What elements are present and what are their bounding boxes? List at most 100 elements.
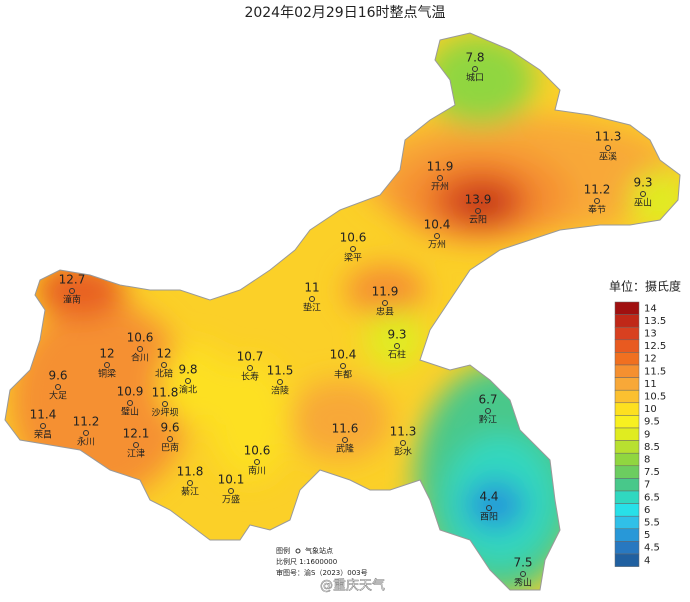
station-value: 11.9 [372,285,399,299]
station-value: 10.1 [218,473,245,487]
legend-label: 13.5 [644,316,666,327]
legend-swatch [614,326,640,341]
legend-label: 12 [644,354,657,365]
station-dot [437,175,443,181]
station-value: 12.1 [123,427,150,441]
station-name: 武隆 [336,443,354,455]
legend-label: 9.5 [644,417,660,428]
station-name: 巴南 [161,442,179,454]
station-value: 9.3 [633,176,652,190]
station-dot [162,401,168,407]
legend-dot [295,548,301,554]
station-name: 秀山 [514,577,532,589]
station-name: 铜梁 [98,368,116,380]
station-dot [486,505,492,511]
legend-label: 11 [644,379,657,390]
station-value: 12.7 [59,273,86,287]
station-dot [394,343,400,349]
station-value: 11.8 [152,386,179,400]
station-dot [40,423,46,429]
station-value: 10.9 [117,385,144,399]
legend-label: 4 [644,555,650,566]
station-dot [605,145,611,151]
station-name: 綦江 [181,486,199,498]
station-name: 丰都 [334,369,352,381]
legend-swatch [614,339,640,353]
station-value: 7.5 [513,556,532,570]
station-value: 13.9 [465,193,492,207]
station-name: 城口 [466,73,484,84]
station-value: 11 [304,281,319,295]
station-name: 巫溪 [599,151,617,163]
legend-label: 13 [644,329,657,340]
station-name: 璧山 [121,406,139,418]
station-dot [475,208,481,214]
notes: 图例 气象站点 比例尺 1:1600000 审图号：渝S（2023）003号 @… [276,546,385,594]
station-value: 9.6 [48,369,67,383]
legend-label: 5.5 [644,518,660,529]
station-value: 7.8 [465,51,484,65]
legend-label: 6 [644,505,650,516]
station-value: 11.6 [332,422,359,436]
station-value: 11.2 [584,183,611,197]
station-name: 涪陵 [271,385,289,397]
station-dot [137,346,143,352]
station-name: 奉节 [588,204,606,216]
legend-swatch [614,478,640,492]
station-name: 长寿 [241,371,259,383]
station-name: 万州 [428,240,446,251]
legend-label: 9 [644,429,650,440]
station-dot [247,365,253,371]
legend-swatch [614,377,640,391]
legend-swatch [614,515,640,530]
station-dot [161,362,167,368]
station-dot [594,198,600,204]
station-name: 梁平 [344,252,362,264]
station-dot [472,66,478,72]
note: 比例尺 1:1600000 [276,557,337,566]
station-name: 垫江 [303,302,321,314]
station-value: 12 [156,347,171,361]
station-dot [127,400,133,406]
legend-swatch [614,389,640,404]
legend-swatch [614,352,640,366]
station-name: 合川 [131,352,149,364]
station-name: 云阳 [469,215,487,226]
station-dot [228,488,234,494]
legend-label: 14 [644,303,657,314]
station-dot [187,480,193,486]
station-value: 11.3 [390,425,417,439]
station-name: 黔江 [479,414,497,426]
station-dot [254,459,260,465]
legend-label: 7.5 [644,467,660,478]
station-dot [69,288,75,294]
legend-swatch [614,490,640,504]
station-name: 酉阳 [480,512,498,523]
station-dot [167,436,173,442]
legend-swatch [614,503,640,517]
legend-swatch [614,465,640,479]
station-value: 11.3 [595,130,622,144]
station-name: 潼南 [63,294,81,306]
legend-label: 4.5 [644,543,660,554]
legend-swatch [614,402,640,416]
station-dot [133,442,139,448]
station-dot [342,437,348,443]
station-name: 忠县 [376,307,394,318]
station-name: 彭水 [394,446,412,458]
legend-swatch [614,415,640,429]
legend-swatch [614,452,640,467]
station-name: 渝北 [179,384,197,396]
station-name: 巫山 [634,198,652,209]
station-value: 11.4 [30,408,57,422]
legend-swatch [614,528,640,542]
station-value: 10.4 [330,348,357,362]
station-value: 11.8 [177,465,204,479]
station-value: 9.8 [178,363,197,377]
station-value: 11.9 [427,160,454,174]
station-dot [277,379,283,385]
legend-swatch [614,364,640,378]
legend-swatch [614,553,640,567]
